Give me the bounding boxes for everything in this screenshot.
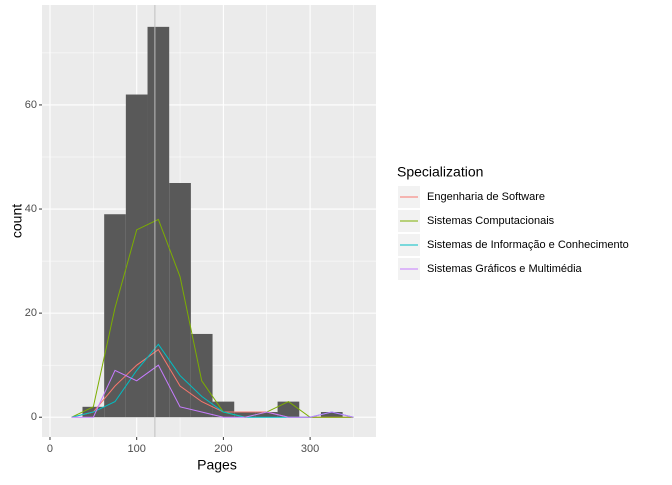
bar: [104, 214, 126, 418]
bar: [320, 412, 343, 418]
x-tick-label: 0: [47, 443, 53, 455]
x-tick-label: 200: [214, 443, 232, 455]
legend-label: Sistemas Gráficos e Multimédia: [427, 263, 583, 275]
legend-label: Engenharia de Software: [427, 191, 545, 203]
bar: [125, 94, 148, 418]
legend-label: Sistemas Computacionais: [427, 215, 555, 227]
legend-title: Specialization: [397, 164, 483, 180]
bar: [212, 401, 235, 418]
y-tick-label: 20: [25, 307, 37, 319]
x-tick-label: 300: [301, 443, 319, 455]
x-axis-label: Pages: [197, 457, 237, 473]
bar: [147, 26, 170, 418]
frequency-line: [71, 364, 354, 418]
frequency-line: [71, 218, 354, 418]
x-tick-label: 100: [128, 443, 146, 455]
y-tick-label: 0: [31, 411, 37, 423]
bar: [277, 401, 300, 418]
y-tick-label: 60: [25, 99, 37, 111]
legend-label: Sistemas de Informação e Conhecimento: [427, 239, 629, 251]
y-axis-label: count: [9, 204, 25, 238]
bar: [255, 412, 278, 418]
y-tick-label: 40: [25, 203, 37, 215]
bar: [169, 183, 191, 418]
bar: [234, 412, 256, 418]
